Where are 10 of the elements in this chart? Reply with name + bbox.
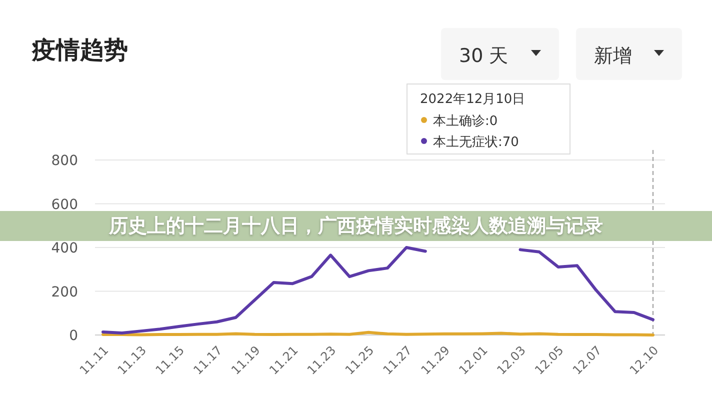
tooltip: 2022年12月10日 本土确诊:0 本土无症状:70 bbox=[406, 84, 570, 154]
y-tick-label: 200 bbox=[51, 284, 78, 300]
y-tick-label: 800 bbox=[51, 153, 78, 169]
dropdown: 新增 bbox=[576, 28, 682, 80]
y-tick-label: 600 bbox=[51, 196, 78, 213]
y-tick-label: 0 bbox=[69, 328, 78, 344]
y-tick-label: 400 bbox=[51, 240, 78, 256]
dropdown: 30 天 bbox=[441, 28, 559, 80]
chart-title: 疫情趋势 bbox=[31, 36, 128, 64]
annotation: 历史上的十二月十八日，广西疫情实时感染人数追溯与记录 bbox=[108, 214, 604, 239]
